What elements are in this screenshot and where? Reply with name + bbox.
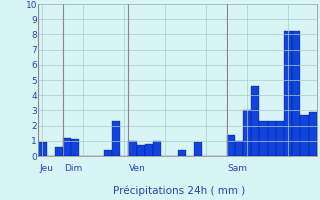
Text: Ven: Ven xyxy=(129,164,146,173)
Bar xyxy=(260,121,268,156)
Bar xyxy=(235,141,243,156)
Bar xyxy=(268,121,276,156)
Text: Jeu: Jeu xyxy=(39,164,53,173)
Bar xyxy=(137,145,145,156)
Bar xyxy=(243,110,251,156)
Bar xyxy=(227,135,235,156)
Bar xyxy=(128,141,137,156)
Bar xyxy=(178,150,186,156)
Bar xyxy=(292,31,300,156)
Bar xyxy=(153,141,161,156)
Bar xyxy=(284,31,292,156)
Bar xyxy=(55,147,63,156)
Bar xyxy=(145,144,153,156)
Text: Précipitations 24h ( mm ): Précipitations 24h ( mm ) xyxy=(113,186,245,196)
Bar xyxy=(38,142,47,156)
Bar xyxy=(104,150,112,156)
Text: Sam: Sam xyxy=(228,164,248,173)
Bar xyxy=(276,121,284,156)
Bar xyxy=(71,139,79,156)
Bar xyxy=(251,86,260,156)
Text: Dim: Dim xyxy=(64,164,82,173)
Bar xyxy=(112,121,120,156)
Bar xyxy=(63,138,71,156)
Bar xyxy=(308,112,317,156)
Bar xyxy=(300,115,308,156)
Bar xyxy=(194,142,202,156)
